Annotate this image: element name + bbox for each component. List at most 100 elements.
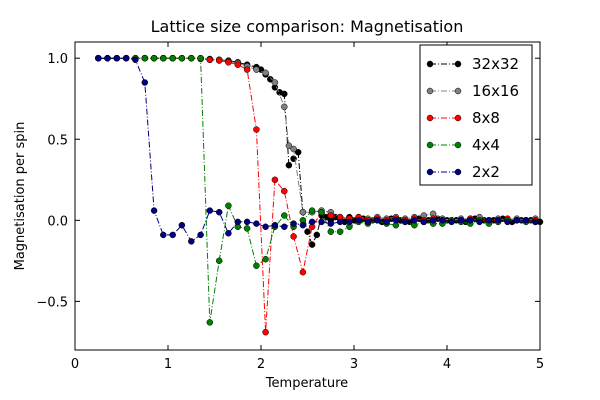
- legend-marker: [454, 168, 462, 176]
- data-point: [290, 220, 297, 227]
- plot-frame: [74, 41, 541, 351]
- data-point: [420, 218, 428, 226]
- data-point: [169, 54, 176, 62]
- legend-marker: [454, 87, 462, 95]
- data-point: [513, 217, 521, 224]
- data-point: [411, 217, 418, 224]
- data-point: [95, 54, 102, 62]
- data-point: [141, 79, 149, 86]
- data-point: [253, 220, 260, 227]
- data-point: [225, 59, 232, 66]
- data-point: [346, 218, 353, 226]
- data-point: [448, 218, 455, 226]
- data-point: [262, 255, 269, 263]
- data-point: [467, 217, 474, 224]
- data-point: [160, 54, 167, 62]
- data-point: [318, 208, 325, 216]
- data-point: [285, 161, 293, 169]
- x-tick-label: 0: [71, 357, 79, 372]
- data-point: [355, 217, 362, 224]
- data-point: [383, 218, 390, 226]
- data-point: [206, 207, 214, 214]
- data-point: [285, 142, 293, 149]
- data-point: [160, 231, 167, 239]
- y-tick-label: 0.5: [47, 133, 68, 148]
- chart-title: Lattice size comparison: Magnetisation: [151, 17, 464, 36]
- axis-ticks: 0 1 2 3 4 5 −0.5 0.0 0.5 1.0: [36, 42, 544, 372]
- legend-marker: [454, 141, 462, 149]
- data-point: [299, 208, 307, 216]
- data-point: [299, 268, 307, 276]
- data-point: [504, 218, 511, 226]
- x-tick-label: 1: [164, 357, 172, 372]
- data-point: [308, 218, 316, 226]
- data-point: [294, 148, 302, 156]
- legend-item: 32x32: [426, 55, 519, 73]
- legend-item: 16x16: [426, 82, 519, 100]
- data-point: [178, 54, 186, 62]
- data-point: [253, 126, 260, 133]
- data-point: [271, 176, 279, 184]
- data-point: [169, 231, 176, 239]
- legend-box: [419, 44, 533, 186]
- x-axis-label: Temperature: [265, 376, 348, 391]
- data-point: [215, 57, 223, 64]
- data-point: [271, 79, 279, 86]
- data-point: [336, 218, 344, 226]
- data-point: [188, 238, 195, 245]
- legend-item: 4x4: [426, 136, 500, 154]
- data-point: [262, 328, 269, 336]
- data-point: [262, 223, 269, 231]
- data-point: [281, 90, 288, 98]
- legend-label: 8x8: [472, 109, 500, 127]
- x-tick-label: 4: [443, 357, 451, 372]
- x-tick-label: 3: [350, 357, 358, 372]
- data-point: [281, 103, 288, 111]
- data-point: [457, 217, 465, 224]
- data-point: [327, 220, 335, 227]
- data-point: [215, 257, 223, 265]
- data-point: [327, 228, 335, 235]
- legend: 32x32 16x16 8x8 4x4 2x2: [419, 44, 533, 186]
- legend-item: 8x8: [426, 109, 500, 127]
- data-point: [215, 208, 223, 216]
- data-point: [225, 202, 232, 209]
- data-point: [197, 231, 204, 239]
- data-point: [113, 54, 121, 62]
- legend-marker: [426, 114, 434, 122]
- data-point: [290, 233, 297, 240]
- y-axis-label: Magnetisation per spin: [13, 122, 28, 271]
- data-point: [267, 76, 274, 83]
- data-point: [281, 223, 288, 231]
- series-2x2: [95, 54, 539, 245]
- data-point: [374, 217, 381, 224]
- data-point: [476, 218, 483, 226]
- legend-label: 32x32: [472, 55, 519, 73]
- data-point: [327, 212, 335, 219]
- data-point: [522, 217, 530, 224]
- data-point: [132, 56, 139, 64]
- data-point: [281, 212, 288, 219]
- y-tick-label: −0.5: [36, 295, 68, 310]
- data-point: [485, 217, 493, 224]
- legend-label: 16x16: [472, 82, 519, 100]
- y-tick-label: 0.0: [47, 214, 68, 229]
- data-point: [243, 225, 251, 232]
- data-point: [290, 145, 297, 153]
- data-point: [336, 228, 344, 235]
- data-point: [150, 207, 158, 214]
- data-point: [104, 54, 111, 62]
- legend-marker: [454, 60, 462, 68]
- data-point: [206, 319, 214, 326]
- data-point: [271, 221, 279, 229]
- plot-area: [95, 54, 544, 336]
- data-point: [401, 218, 409, 226]
- data-point: [150, 54, 158, 62]
- data-point: [253, 66, 260, 73]
- legend-marker: [426, 60, 434, 68]
- x-tick-label: 5: [536, 357, 544, 372]
- data-point: [281, 187, 288, 195]
- legend-item: 2x2: [426, 163, 500, 181]
- data-point: [364, 218, 372, 226]
